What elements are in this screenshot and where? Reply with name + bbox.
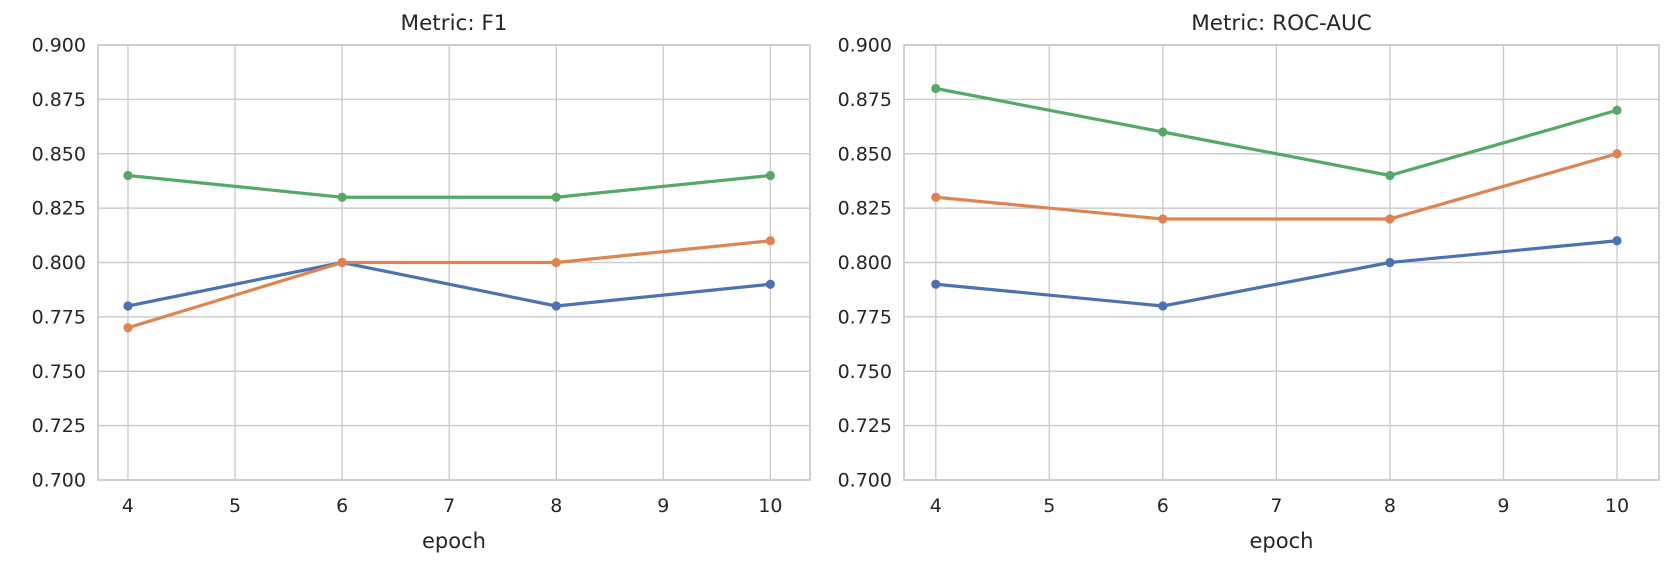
data-point-orange xyxy=(337,257,347,268)
y-tick-label: 0.750 xyxy=(838,361,892,383)
y-tick-label: 0.775 xyxy=(32,306,86,328)
x-tick-label: 9 xyxy=(657,495,669,517)
data-point-blue xyxy=(1158,301,1168,311)
data-point-orange xyxy=(1612,149,1622,159)
data-point-green xyxy=(1612,105,1622,115)
y-tick-label: 0.900 xyxy=(838,35,892,57)
x-tick-label: 4 xyxy=(930,495,942,517)
y-tick-label: 0.825 xyxy=(32,198,86,220)
data-point-blue xyxy=(765,279,775,289)
data-point-green xyxy=(1385,170,1395,181)
x-tick-label: 8 xyxy=(1384,495,1396,517)
x-tick-label: 4 xyxy=(122,495,134,517)
data-point-orange xyxy=(551,257,561,268)
data-point-orange xyxy=(1385,214,1395,224)
y-tick-label: 0.700 xyxy=(838,470,892,492)
data-point-orange xyxy=(765,236,775,246)
series-line-blue xyxy=(126,260,772,308)
x-tick-label: 10 xyxy=(758,495,782,517)
data-point-green xyxy=(1158,127,1168,137)
data-point-green xyxy=(123,170,133,181)
y-tick-label: 0.700 xyxy=(32,470,86,492)
y-tick-label: 0.825 xyxy=(838,198,892,220)
x-tick-label: 9 xyxy=(1497,495,1509,517)
x-axis-label: epoch xyxy=(422,529,486,553)
y-tick-label: 0.875 xyxy=(838,89,892,111)
chart-background xyxy=(836,0,1673,565)
x-tick-label: 8 xyxy=(550,495,562,517)
x-tick-label: 6 xyxy=(336,495,348,517)
data-point-blue xyxy=(551,301,561,311)
y-tick-label: 0.725 xyxy=(32,415,86,437)
series-line-green xyxy=(126,173,772,199)
x-tick-label: 7 xyxy=(443,495,455,517)
data-point-blue xyxy=(931,279,941,289)
x-tick-label: 10 xyxy=(1605,495,1629,517)
x-tick-label: 5 xyxy=(229,495,241,517)
x-tick-label: 7 xyxy=(1270,495,1282,517)
data-point-blue xyxy=(1385,257,1395,268)
data-point-green xyxy=(551,192,561,202)
y-tick-label: 0.850 xyxy=(838,143,892,165)
y-tick-label: 0.800 xyxy=(838,252,892,274)
series-line-orange xyxy=(934,152,1619,221)
data-point-green xyxy=(765,170,775,181)
chart-f1: 0.700 0.725 0.750 0.775 0.800 0.825 0.850 0.875… xyxy=(0,0,836,565)
y-tick-label: 0.750 xyxy=(32,361,86,383)
series-line-blue xyxy=(934,239,1619,308)
x-tick-label: 6 xyxy=(1157,495,1169,517)
data-point-blue xyxy=(1612,236,1622,246)
data-point-green xyxy=(337,192,347,202)
chart-title: Metric: ROC-AUC xyxy=(1191,11,1372,36)
y-tick-label: 0.850 xyxy=(32,143,86,165)
chart-roc-auc: 0.700 0.725 0.750 0.775 0.800 0.825 0.850 0.875… xyxy=(836,0,1673,565)
data-point-orange xyxy=(931,192,941,202)
plot-border xyxy=(97,44,811,481)
plot-border xyxy=(903,44,1660,481)
x-axis-label: epoch xyxy=(1250,529,1314,553)
y-tick-label: 0.800 xyxy=(32,252,86,274)
series-line-green xyxy=(934,86,1619,178)
y-tick-label: 0.775 xyxy=(838,306,892,328)
data-point-orange xyxy=(123,323,133,333)
data-point-orange xyxy=(1158,214,1168,224)
chart-title: Metric: F1 xyxy=(401,11,508,36)
series-line-orange xyxy=(126,239,772,330)
chart-background xyxy=(0,0,836,565)
x-tick-label: 5 xyxy=(1043,495,1055,517)
y-tick-label: 0.875 xyxy=(32,89,86,111)
y-tick-label: 0.725 xyxy=(838,415,892,437)
data-point-green xyxy=(931,83,941,94)
data-point-blue xyxy=(123,301,133,311)
y-tick-label: 0.900 xyxy=(32,35,86,57)
